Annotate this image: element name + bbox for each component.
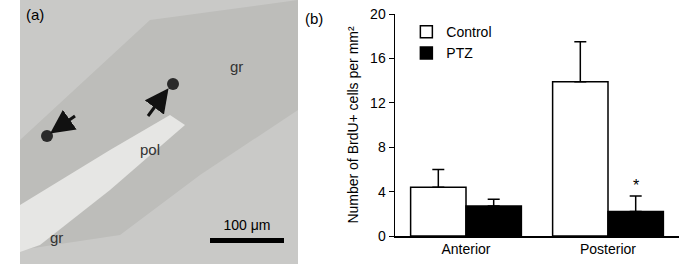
svg-text:(a): (a) <box>26 6 44 23</box>
svg-text:16: 16 <box>370 50 386 66</box>
svg-text:gr: gr <box>230 58 243 75</box>
svg-text:PTZ: PTZ <box>446 45 473 61</box>
svg-text:8: 8 <box>378 139 386 155</box>
svg-text:0: 0 <box>378 228 386 244</box>
svg-text:12: 12 <box>370 95 386 111</box>
svg-text:pol: pol <box>140 141 160 158</box>
svg-text:Posterior: Posterior <box>580 241 636 257</box>
svg-text:(b): (b) <box>305 10 323 27</box>
svg-text:Number of BrdU+ cells per mm²: Number of BrdU+ cells per mm² <box>345 26 361 224</box>
svg-text:4: 4 <box>378 184 386 200</box>
svg-text:Anterior: Anterior <box>441 241 490 257</box>
svg-text:Control: Control <box>446 24 491 40</box>
svg-text:*: * <box>633 177 639 194</box>
svg-text:gr: gr <box>50 229 63 246</box>
svg-text:100 μm: 100 μm <box>224 217 271 233</box>
svg-text:20: 20 <box>370 6 386 22</box>
